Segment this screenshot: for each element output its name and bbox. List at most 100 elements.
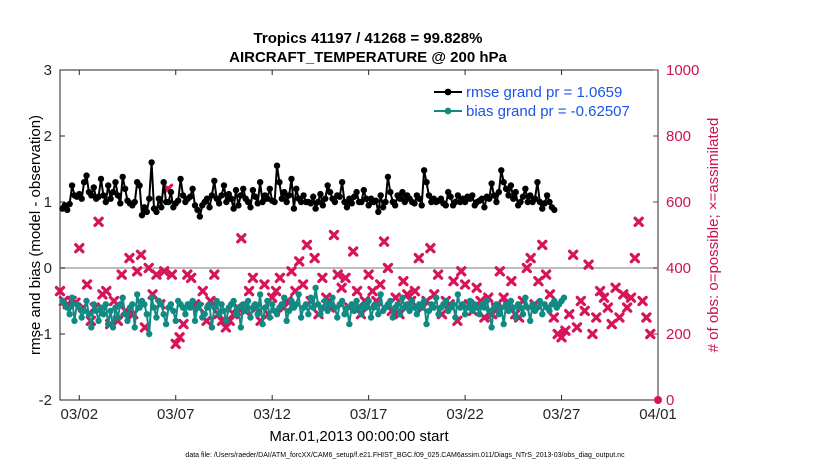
rmse-point [155, 195, 163, 202]
bias-point [486, 307, 493, 315]
obs-marker [602, 302, 614, 313]
obs-marker [101, 285, 112, 297]
bias-series [59, 284, 568, 338]
bias-point [105, 320, 112, 328]
bias-point [124, 317, 131, 324]
obs-marker [236, 233, 247, 244]
x-tick-label-1: 03/07 [157, 406, 195, 423]
bias-point [92, 307, 100, 315]
bias-point [80, 307, 88, 315]
obs-marker [351, 285, 363, 297]
obs-marker [548, 312, 560, 323]
bias-point [66, 311, 73, 318]
bias-point [281, 294, 288, 301]
rmse-point [300, 192, 307, 199]
bias-point [387, 297, 394, 305]
rmse-point [353, 188, 360, 196]
rmse-point [117, 200, 124, 207]
rmse-point [119, 173, 126, 181]
bias-point [71, 317, 78, 324]
rmse-point [174, 197, 182, 204]
obs-marker [185, 272, 197, 284]
y-tick-label-right-5: 1000 [666, 62, 699, 79]
rmse-point [95, 193, 102, 200]
bias-point [223, 317, 230, 324]
obs-marker [618, 289, 629, 300]
obs-marker [413, 252, 424, 264]
bias-point [264, 297, 271, 305]
y-tick-label-right-1: 200 [666, 326, 691, 343]
y-tick-label-left-5: 3 [44, 62, 52, 79]
obs-marker [583, 259, 594, 270]
bias-point [88, 324, 95, 331]
rmse-point [372, 197, 380, 204]
bias-point [495, 311, 503, 318]
rmse-point [235, 202, 242, 209]
bias-point [326, 301, 334, 308]
rmse-point [211, 177, 218, 185]
bias-point [295, 291, 302, 298]
rmse-point [208, 192, 216, 199]
bias-point [121, 311, 129, 318]
obs-marker [367, 285, 378, 297]
legend-bias-label: bias grand pr = -0.62507 [466, 103, 630, 120]
obs-marker [587, 328, 598, 340]
bias-point [153, 314, 160, 321]
rmse-point [377, 192, 384, 199]
bias-point [215, 311, 223, 318]
bias-point [119, 294, 126, 301]
bias-point [461, 311, 469, 318]
bias-point [252, 301, 259, 308]
rmse-point [478, 195, 486, 202]
bias-point [95, 317, 102, 324]
bias-point [319, 304, 327, 311]
bias-point [375, 311, 382, 318]
y-tick-label-left-3: 1 [44, 194, 52, 211]
bias-point [266, 314, 273, 321]
bias-point [261, 304, 269, 311]
obs-marker [498, 292, 509, 303]
rmse-point [517, 198, 524, 206]
rmse-point [512, 188, 519, 196]
legend-rmse-marker [444, 88, 452, 96]
obs-marker [286, 266, 297, 277]
bias-point [189, 297, 196, 305]
rmse-point [507, 182, 515, 189]
obs-marker [93, 216, 104, 227]
y-tick-label-right-3: 600 [666, 194, 691, 211]
bias-point [305, 311, 312, 318]
bias-point [348, 301, 355, 308]
rmse-point [500, 179, 507, 186]
rmse-point [249, 186, 257, 194]
rmse-point [179, 192, 187, 199]
bias-point [331, 304, 339, 311]
rmse-point [379, 204, 387, 211]
bias-point [201, 311, 208, 318]
rmse-point [336, 193, 343, 200]
rmse-point [452, 198, 459, 206]
rmse-point [524, 198, 531, 206]
bias-point [206, 301, 213, 308]
obs-marker [614, 312, 625, 323]
obs-marker [340, 272, 351, 284]
obs-marker [336, 282, 347, 293]
obs-marker [567, 249, 579, 260]
rmse-point [420, 167, 428, 174]
x-tick-label-3: 03/17 [350, 406, 388, 423]
bias-point [394, 301, 401, 308]
rmse-point [143, 208, 151, 216]
obs-marker [525, 252, 536, 264]
rmse-point [230, 205, 237, 212]
bias-point [473, 304, 481, 311]
rmse-point [264, 195, 271, 202]
rmse-point [454, 192, 462, 199]
rmse-point [165, 198, 172, 206]
bias-point [76, 304, 83, 311]
obs-marker [309, 252, 320, 264]
bias-point [162, 320, 170, 328]
bias-point [191, 317, 199, 324]
rmse-point [285, 192, 293, 199]
obs-possible-marker [654, 396, 662, 404]
obs-marker [363, 269, 374, 280]
bias-point [435, 311, 442, 318]
